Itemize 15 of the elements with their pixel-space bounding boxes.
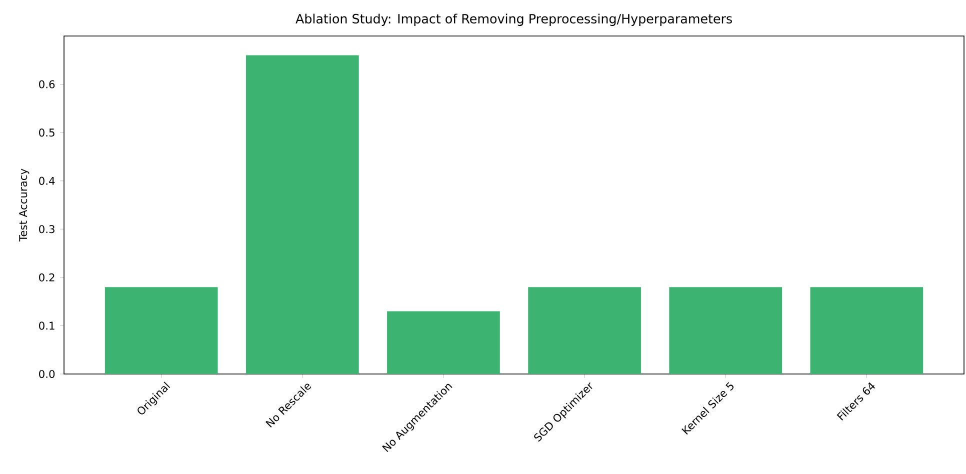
chart-title: Ablation Study: Impact of Removing Preprocessing/Hyperparameters xyxy=(296,14,732,26)
y-tick-label: 0.0 xyxy=(39,370,55,378)
bar xyxy=(810,287,924,374)
bar xyxy=(387,311,500,374)
bar xyxy=(669,287,782,374)
y-tick-label: 0.6 xyxy=(39,80,55,88)
y-tick-label: 0.5 xyxy=(39,128,54,137)
bar xyxy=(528,287,641,374)
y-tick-label: 0.1 xyxy=(39,322,54,330)
y-tick-label: 0.2 xyxy=(39,273,54,282)
bar xyxy=(104,287,218,374)
bar xyxy=(246,55,359,374)
y-axis-title: Test Accuracy xyxy=(19,168,30,242)
y-tick-label: 0.4 xyxy=(39,176,55,185)
y-tick-label: 0.3 xyxy=(39,225,54,234)
